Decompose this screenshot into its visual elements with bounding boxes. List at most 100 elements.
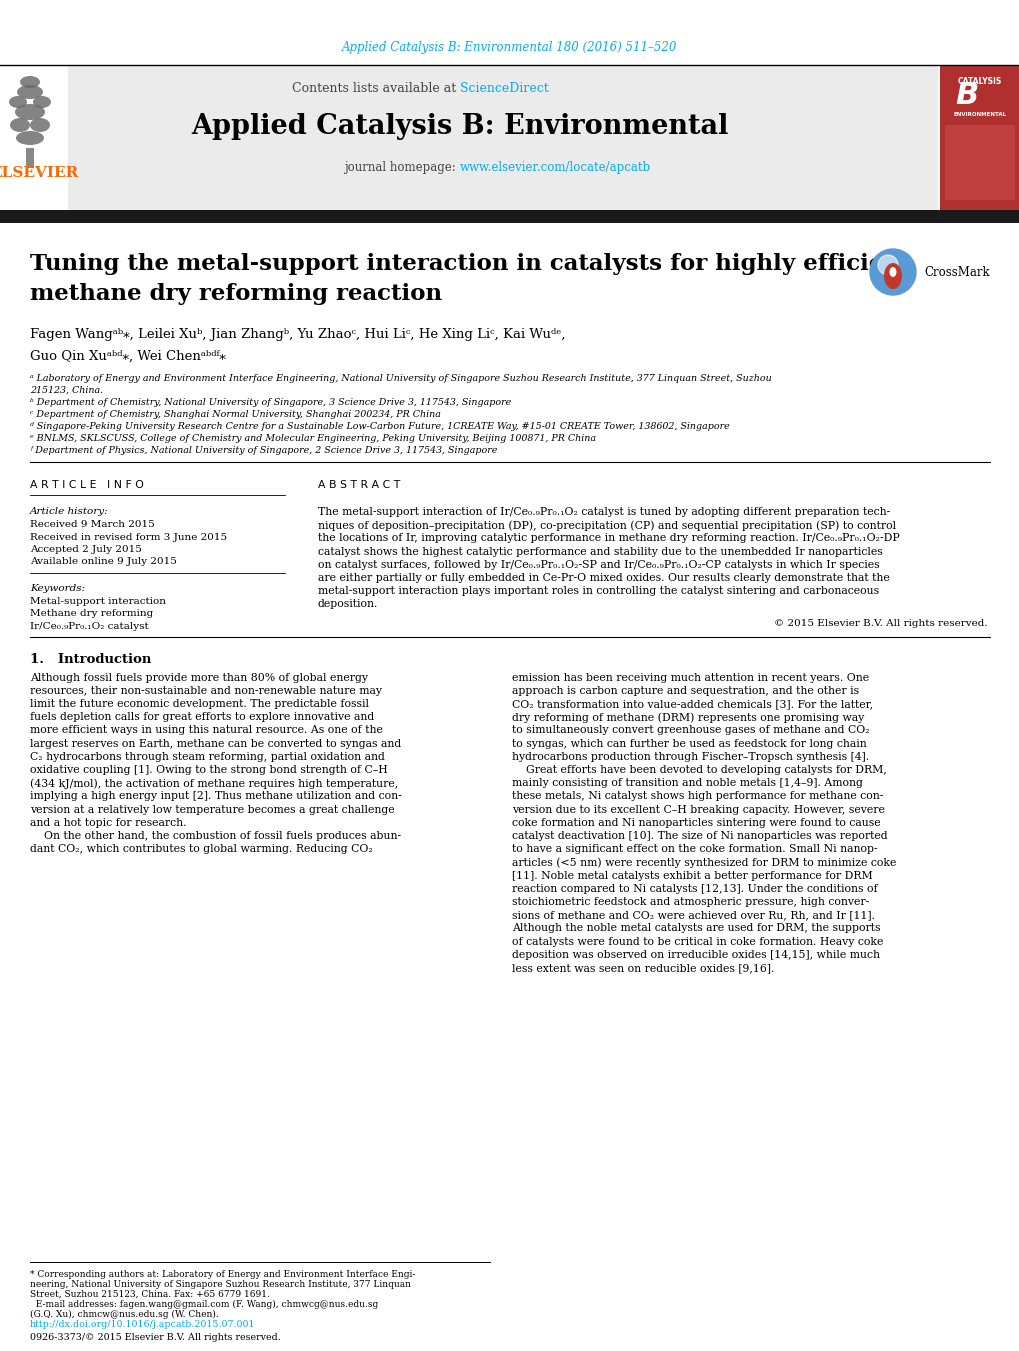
Text: A R T I C L E   I N F O: A R T I C L E I N F O: [30, 480, 144, 490]
Text: methane dry reforming reaction: methane dry reforming reaction: [30, 282, 441, 305]
Text: neering, National University of Singapore Suzhou Research Institute, 377 Linquan: neering, National University of Singapor…: [30, 1279, 411, 1289]
Bar: [940, 65, 1019, 215]
Text: implying a high energy input [2]. Thus methane utilization and con-: implying a high energy input [2]. Thus m…: [30, 792, 401, 801]
Text: to simultaneously convert greenhouse gases of methane and CO₂: to simultaneously convert greenhouse gas…: [512, 725, 869, 735]
Text: ELSEVIER: ELSEVIER: [0, 166, 78, 180]
Ellipse shape: [10, 118, 30, 132]
Text: metal-support interaction plays important roles in controlling the catalyst sint: metal-support interaction plays importan…: [318, 586, 878, 596]
Bar: [0, 65, 68, 209]
Text: 1.   Introduction: 1. Introduction: [30, 653, 151, 666]
Text: CATALYSIS: CATALYSIS: [957, 77, 1001, 86]
Ellipse shape: [20, 76, 40, 88]
Text: Applied Catalysis B: Environmental 180 (2016) 511–520: Applied Catalysis B: Environmental 180 (…: [342, 42, 677, 54]
Text: ScienceDirect: ScienceDirect: [460, 81, 548, 95]
Text: version due to its excellent C–H breaking capacity. However, severe: version due to its excellent C–H breakin…: [512, 805, 884, 815]
Text: On the other hand, the combustion of fossil fuels produces abun-: On the other hand, the combustion of fos…: [30, 831, 400, 842]
Text: ᶜ Department of Chemistry, Shanghai Normal University, Shanghai 200234, PR China: ᶜ Department of Chemistry, Shanghai Norm…: [30, 409, 440, 419]
Text: the locations of Ir, improving catalytic performance in methane dry reforming re: the locations of Ir, improving catalytic…: [318, 534, 899, 543]
Bar: [0, 209, 1019, 223]
Text: reaction compared to Ni catalysts [12,13]. Under the conditions of: reaction compared to Ni catalysts [12,13…: [512, 884, 876, 894]
Ellipse shape: [883, 263, 901, 289]
Text: hydrocarbons production through Fischer–Tropsch synthesis [4].: hydrocarbons production through Fischer–…: [512, 751, 868, 762]
Text: CrossMark: CrossMark: [923, 266, 988, 278]
Bar: [944, 126, 1014, 200]
Text: Although fossil fuels provide more than 80% of global energy: Although fossil fuels provide more than …: [30, 673, 368, 682]
Bar: [68, 65, 937, 209]
Text: limit the future economic development. The predictable fossil: limit the future economic development. T…: [30, 698, 369, 709]
Text: Received 9 March 2015: Received 9 March 2015: [30, 520, 155, 530]
Text: approach is carbon capture and sequestration, and the other is: approach is carbon capture and sequestra…: [512, 686, 858, 696]
Text: www.elsevier.com/locate/apcatb: www.elsevier.com/locate/apcatb: [460, 162, 650, 174]
Ellipse shape: [889, 267, 896, 277]
Ellipse shape: [9, 96, 26, 108]
Text: Available online 9 July 2015: Available online 9 July 2015: [30, 558, 176, 566]
Text: ᵈ Singapore-Peking University Research Centre for a Sustainable Low-Carbon Futur: ᵈ Singapore-Peking University Research C…: [30, 422, 729, 431]
Circle shape: [869, 249, 915, 295]
Text: on catalyst surfaces, followed by Ir/Ce₀.₉Pr₀.₁O₂-SP and Ir/Ce₀.₉Pr₀.₁O₂-CP cata: on catalyst surfaces, followed by Ir/Ce₀…: [318, 559, 878, 570]
Text: version at a relatively low temperature becomes a great challenge: version at a relatively low temperature …: [30, 805, 394, 815]
Text: E-mail addresses: fagen.wang@gmail.com (F. Wang), chmwcg@nus.edu.sg: E-mail addresses: fagen.wang@gmail.com (…: [30, 1300, 378, 1309]
Text: Methane dry reforming: Methane dry reforming: [30, 609, 153, 619]
Text: to have a significant effect on the coke formation. Small Ni nanop-: to have a significant effect on the coke…: [512, 844, 876, 854]
Text: of catalysts were found to be critical in coke formation. Heavy coke: of catalysts were found to be critical i…: [512, 936, 882, 947]
Text: Received in revised form 3 June 2015: Received in revised form 3 June 2015: [30, 532, 227, 542]
Text: © 2015 Elsevier B.V. All rights reserved.: © 2015 Elsevier B.V. All rights reserved…: [773, 619, 987, 628]
Text: largest reserves on Earth, methane can be converted to syngas and: largest reserves on Earth, methane can b…: [30, 739, 400, 748]
Text: Tuning the metal-support interaction in catalysts for highly efficient: Tuning the metal-support interaction in …: [30, 253, 910, 276]
Text: deposition was observed on irreducible oxides [14,15], while much: deposition was observed on irreducible o…: [512, 950, 879, 959]
Text: The metal-support interaction of Ir/Ce₀.₉Pr₀.₁O₂ catalyst is tuned by adopting d: The metal-support interaction of Ir/Ce₀.…: [318, 507, 890, 517]
Text: Fagen Wangᵃᵇ⁎, Leilei Xuᵇ, Jian Zhangᵇ, Yu Zhaoᶜ, Hui Liᶜ, He Xing Liᶜ, Kai Wuᵈᵉ: Fagen Wangᵃᵇ⁎, Leilei Xuᵇ, Jian Zhangᵇ, …: [30, 328, 565, 340]
Text: to syngas, which can further be used as feedstock for long chain: to syngas, which can further be used as …: [512, 739, 866, 748]
Text: Article history:: Article history:: [30, 507, 108, 516]
Text: Metal-support interaction: Metal-support interaction: [30, 597, 166, 607]
Text: CO₂ transformation into value-added chemicals [3]. For the latter,: CO₂ transformation into value-added chem…: [512, 698, 872, 709]
Text: Applied Catalysis B: Environmental: Applied Catalysis B: Environmental: [192, 113, 728, 141]
Text: Guo Qin Xuᵃᵇᵈ⁎, Wei Chenᵃᵇᵈᶠ⁎: Guo Qin Xuᵃᵇᵈ⁎, Wei Chenᵃᵇᵈᶠ⁎: [30, 350, 225, 363]
Text: Accepted 2 July 2015: Accepted 2 July 2015: [30, 544, 142, 554]
Text: journal homepage:: journal homepage:: [344, 162, 460, 174]
Ellipse shape: [16, 131, 44, 145]
Text: oxidative coupling [1]. Owing to the strong bond strength of C–H: oxidative coupling [1]. Owing to the str…: [30, 765, 387, 775]
Text: ᶠ Department of Physics, National University of Singapore, 2 Science Drive 3, 11: ᶠ Department of Physics, National Univer…: [30, 446, 497, 455]
Text: (G.Q. Xu), chmcw@nus.edu.sg (W. Chen).: (G.Q. Xu), chmcw@nus.edu.sg (W. Chen).: [30, 1310, 218, 1319]
Text: Street, Suzhou 215123, China. Fax: +65 6779 1691.: Street, Suzhou 215123, China. Fax: +65 6…: [30, 1290, 270, 1300]
Text: Great efforts have been devoted to developing catalysts for DRM,: Great efforts have been devoted to devel…: [512, 765, 886, 775]
Text: are either partially or fully embedded in Ce-Pr-O mixed oxides. Our results clea: are either partially or fully embedded i…: [318, 573, 889, 584]
Text: B: B: [955, 81, 977, 111]
Text: dant CO₂, which contributes to global warming. Reducing CO₂: dant CO₂, which contributes to global wa…: [30, 844, 372, 854]
Text: 0926-3373/© 2015 Elsevier B.V. All rights reserved.: 0926-3373/© 2015 Elsevier B.V. All right…: [30, 1333, 280, 1342]
Text: (434 kJ/mol), the activation of methane requires high temperature,: (434 kJ/mol), the activation of methane …: [30, 778, 397, 789]
Text: ENVIRONMENTAL: ENVIRONMENTAL: [953, 112, 1006, 118]
Ellipse shape: [30, 118, 50, 132]
Text: ᵉ BNLMS, SKLSCUSS, College of Chemistry and Molecular Engineering, Peking Univer: ᵉ BNLMS, SKLSCUSS, College of Chemistry …: [30, 434, 595, 443]
Text: less extent was seen on reducible oxides [9,16].: less extent was seen on reducible oxides…: [512, 963, 773, 973]
Text: resources, their non-sustainable and non-renewable nature may: resources, their non-sustainable and non…: [30, 686, 382, 696]
Text: C₂ hydrocarbons through steam reforming, partial oxidation and: C₂ hydrocarbons through steam reforming,…: [30, 751, 384, 762]
Text: stoichiometric feedstock and atmospheric pressure, high conver-: stoichiometric feedstock and atmospheric…: [512, 897, 868, 907]
Text: emission has been receiving much attention in recent years. One: emission has been receiving much attenti…: [512, 673, 868, 682]
Text: sions of methane and CO₂ were achieved over Ru, Rh, and Ir [11].: sions of methane and CO₂ were achieved o…: [512, 911, 874, 920]
Bar: [25, 149, 34, 168]
Text: articles (<5 nm) were recently synthesized for DRM to minimize coke: articles (<5 nm) were recently synthesiz…: [512, 858, 896, 867]
Text: http://dx.doi.org/10.1016/j.apcatb.2015.07.001: http://dx.doi.org/10.1016/j.apcatb.2015.…: [30, 1320, 255, 1329]
Text: deposition.: deposition.: [318, 600, 378, 609]
Text: dry reforming of methane (DRM) represents one promising way: dry reforming of methane (DRM) represent…: [512, 712, 863, 723]
Text: 215123, China.: 215123, China.: [30, 386, 103, 394]
Text: [11]. Noble metal catalysts exhibit a better performance for DRM: [11]. Noble metal catalysts exhibit a be…: [512, 870, 872, 881]
Text: mainly consisting of transition and noble metals [1,4–9]. Among: mainly consisting of transition and nobl…: [512, 778, 862, 788]
Text: fuels depletion calls for great efforts to explore innovative and: fuels depletion calls for great efforts …: [30, 712, 374, 723]
Text: more efficient ways in using this natural resource. As one of the: more efficient ways in using this natura…: [30, 725, 382, 735]
Text: coke formation and Ni nanoparticles sintering were found to cause: coke formation and Ni nanoparticles sint…: [512, 817, 879, 828]
Text: Although the noble metal catalysts are used for DRM, the supports: Although the noble metal catalysts are u…: [512, 923, 879, 934]
Text: A B S T R A C T: A B S T R A C T: [318, 480, 399, 490]
Text: and a hot topic for research.: and a hot topic for research.: [30, 817, 186, 828]
Text: these metals, Ni catalyst shows high performance for methane con-: these metals, Ni catalyst shows high per…: [512, 792, 882, 801]
Text: Ir/Ce₀.₉Pr₀.₁O₂ catalyst: Ir/Ce₀.₉Pr₀.₁O₂ catalyst: [30, 621, 149, 631]
Text: * Corresponding authors at: Laboratory of Energy and Environment Interface Engi-: * Corresponding authors at: Laboratory o…: [30, 1270, 415, 1279]
Text: catalyst shows the highest catalytic performance and stability due to the unembe: catalyst shows the highest catalytic per…: [318, 547, 881, 557]
Text: ᵃ Laboratory of Energy and Environment Interface Engineering, National Universit: ᵃ Laboratory of Energy and Environment I…: [30, 374, 771, 382]
Text: ᵇ Department of Chemistry, National University of Singapore, 3 Science Drive 3, : ᵇ Department of Chemistry, National Univ…: [30, 399, 511, 407]
Text: catalyst deactivation [10]. The size of Ni nanoparticles was reported: catalyst deactivation [10]. The size of …: [512, 831, 887, 842]
Ellipse shape: [15, 104, 45, 120]
Text: niques of deposition–precipitation (DP), co-precipitation (CP) and sequential pr: niques of deposition–precipitation (DP),…: [318, 520, 896, 531]
